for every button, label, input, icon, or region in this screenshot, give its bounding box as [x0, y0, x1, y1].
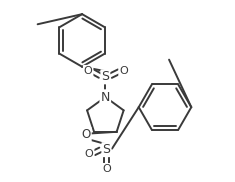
Text: O: O — [84, 66, 93, 76]
Text: O: O — [102, 164, 111, 174]
Text: O: O — [85, 149, 94, 159]
Text: S: S — [102, 143, 110, 156]
Text: O: O — [82, 128, 91, 141]
Text: N: N — [101, 91, 110, 104]
Text: O: O — [119, 66, 128, 76]
Text: S: S — [101, 70, 109, 83]
Text: N: N — [101, 91, 110, 104]
